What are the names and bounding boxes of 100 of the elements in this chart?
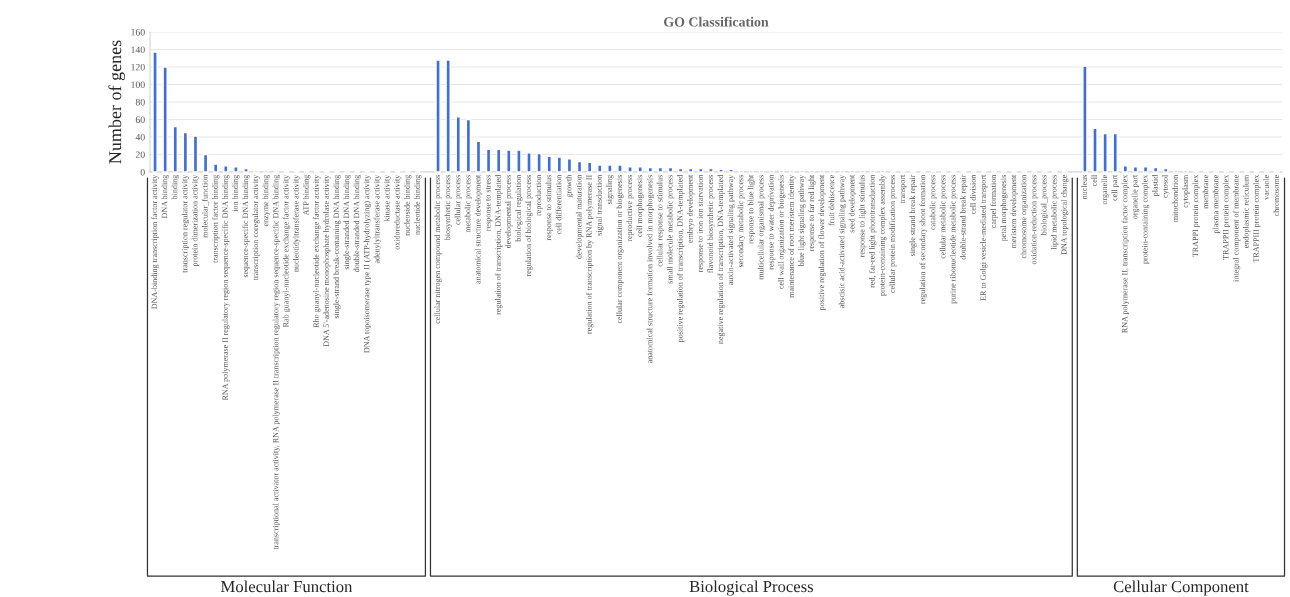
x-tick-label: organelle part xyxy=(1131,174,1140,219)
bar xyxy=(698,167,704,173)
y-tick-label: 40 xyxy=(135,133,145,141)
x-tick-label: single-strand break-containing DNA binding xyxy=(333,174,341,319)
x-tick-label: regulation of transcription by RNA polymerase II xyxy=(585,175,594,334)
y-tick-label: 120 xyxy=(131,63,145,71)
bar xyxy=(202,153,209,173)
x-tick-label: meristem development xyxy=(1010,174,1018,249)
x-tick-label: adenylyltransferase activity xyxy=(373,174,382,264)
x-tick-label: seed development xyxy=(848,174,857,233)
bar xyxy=(728,168,734,173)
bar xyxy=(1152,166,1159,173)
x-tick-label: single strand break repair xyxy=(909,174,917,257)
x-tick-label: multicellular organismal process xyxy=(757,175,766,280)
x-tick-label: signaling xyxy=(606,174,614,204)
x-tick-label: growth xyxy=(565,174,574,198)
x-tick-label: cellular process xyxy=(454,175,462,225)
x-tick-label: cellular protein modification process xyxy=(889,175,897,293)
x-tick-label: RNA polymerase II regulatory region sequence-specific DNA binding xyxy=(222,174,230,401)
bar xyxy=(647,166,654,173)
bar xyxy=(607,164,613,173)
bar xyxy=(455,116,461,173)
x-tick-label: nucleotidyltransferase activity xyxy=(292,174,301,272)
x-tick-label: DNA topological change xyxy=(1061,175,1069,255)
x-tick-label: chromosome organization xyxy=(1020,174,1028,259)
x-tick-label: cell division xyxy=(970,174,976,215)
y-tick-label: 60 xyxy=(135,116,145,123)
x-tick-label: plastid xyxy=(1152,174,1160,197)
x-tick-label: signal transduction xyxy=(596,174,604,236)
x-tick-label: maintenance of root meristem identity xyxy=(788,174,796,298)
x-tick-label: molecular_function xyxy=(201,174,209,238)
x-tick-label: nucleus xyxy=(1081,175,1087,200)
x-tick-label: blue light signaling pathway xyxy=(798,174,806,267)
x-tick-label: cell part xyxy=(1111,174,1119,201)
x-tick-label: protein-containing complex xyxy=(1141,174,1150,264)
x-tick-label: kinase activity xyxy=(383,174,392,222)
y-tick-label: 80 xyxy=(135,98,145,106)
x-tick-label: lipid metabolic process xyxy=(1050,175,1059,250)
x-tick-label: response to iron ion starvation xyxy=(697,174,705,273)
y-tick-label: 160 xyxy=(131,28,145,36)
x-tick-label: enzyme binding xyxy=(262,174,270,227)
x-tick-label: cellular nitrogen compound metabolic process xyxy=(434,175,442,324)
bar xyxy=(1122,165,1129,173)
bar xyxy=(192,135,199,173)
bar xyxy=(1163,167,1169,173)
x-tick-label: ion binding xyxy=(232,174,240,212)
x-tick-label: double-strand break repair xyxy=(959,174,968,260)
x-tick-label: biosynthetic process xyxy=(444,175,452,241)
x-tick-label: reproductive process xyxy=(626,175,634,242)
x-tick-label: response to far red light xyxy=(808,174,816,252)
bar xyxy=(243,167,249,173)
x-tick-label: DNA-binding transcription factor activity xyxy=(151,174,159,309)
x-tick-label: small molecule metabolic process xyxy=(666,175,675,284)
x-tick-label: cytosol xyxy=(1162,174,1170,198)
bar xyxy=(223,165,229,173)
x-tick-label: Rho guanyl-nucleotide exchange factor activity xyxy=(313,174,321,328)
x-tick-label: transcription factor binding xyxy=(211,174,220,263)
bar xyxy=(586,161,593,173)
x-tick-label: cell wall organization or biogenesis xyxy=(778,175,786,289)
x-tick-label: response to light stimulus xyxy=(858,175,867,258)
text: Cellular Component xyxy=(1113,580,1249,596)
bar xyxy=(536,152,542,173)
bar xyxy=(516,149,522,173)
bar xyxy=(1142,166,1149,173)
y-tick-label: 0 xyxy=(140,168,145,176)
bar xyxy=(627,166,633,173)
x-tick-label: carpel formation xyxy=(990,174,998,228)
x-tick-label: embryo development xyxy=(687,174,695,243)
x-tick-label: cell differentiation xyxy=(555,174,562,235)
x-tick-label: TRAPPIII protein complex xyxy=(1253,174,1261,263)
bar xyxy=(495,148,502,173)
bar xyxy=(556,156,563,173)
x-tick-label: oxidoreductase activity xyxy=(393,174,402,250)
x-tick-label: sequence-specific DNA binding xyxy=(242,174,250,278)
x-tick-label: integral component of membrane xyxy=(1232,175,1241,282)
x-tick-label: Rab guanyl-nucleotide exchange factor activity xyxy=(282,174,291,328)
x-tick-label: regulation of transcription, DNA-templated xyxy=(494,174,503,315)
x-tick-label: DNA topoisomerase type II (ATP-hydrolyzing) activity xyxy=(363,174,371,353)
x-tick-label: cytoplasm xyxy=(1182,174,1190,208)
bar xyxy=(526,152,532,173)
bar xyxy=(212,163,219,173)
bar xyxy=(172,125,178,173)
bar xyxy=(182,131,189,173)
x-tick-label: protein dimerization activity xyxy=(191,174,200,267)
bar xyxy=(667,166,674,173)
bar xyxy=(617,164,623,173)
bar xyxy=(465,118,472,173)
x-tick-label: organelle xyxy=(1101,175,1109,205)
x-tick-label: single-stranded DNA binding xyxy=(343,174,351,270)
x-tick-label: DNA 5'-adenosine monophosphate hydrolase activity xyxy=(323,174,331,347)
x-tick-label: positive regulation of transcription, DNA-templated xyxy=(676,174,685,343)
x-tick-label: oxidation-reduction process xyxy=(1030,175,1039,265)
x-tick-label: response to stress xyxy=(485,175,493,231)
y-tick-label: 100 xyxy=(131,81,145,88)
x-tick-label: petal morphogenesis xyxy=(1000,175,1008,242)
x-tick-label: vacuole xyxy=(1263,175,1269,200)
x-tick-label: chromosome xyxy=(1273,175,1279,217)
x-tick-label: abscisic acid-activated signaling pathway xyxy=(838,174,846,309)
x-tick-label: cellular component organization or biogenesis xyxy=(616,175,624,324)
x-tick-label: DNA binding xyxy=(161,174,169,219)
